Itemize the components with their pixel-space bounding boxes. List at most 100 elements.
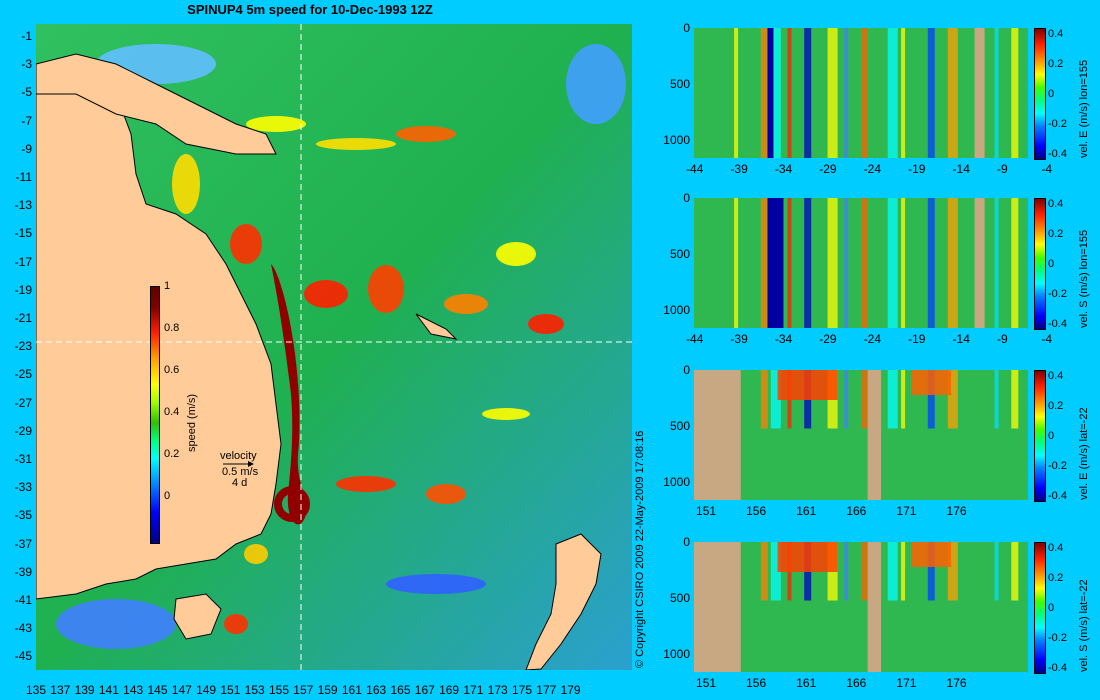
map-lat-tick: -37 [14,536,32,551]
map-cb-tick: 0 [164,490,171,502]
copyright-text: © Copyright CSIRO 2009 22-May-2009 17:08… [634,430,646,668]
panel-s-lon155[interactable] [694,198,1028,328]
panel-e-lat-22[interactable] [694,370,1028,500]
panel-colorbar-tick: 0 [1048,602,1055,614]
panel-depth-tick: 1000 [663,475,690,489]
map-lon-tick: 165 [390,683,411,697]
map-lon-tick: 151 [220,683,241,697]
panel-x-tick: -4 [1041,162,1053,176]
panel-depth-tick: 0 [683,191,690,205]
map-colorbar-label: speed (m/s) [186,393,198,452]
map-lon-tick: 155 [268,683,290,697]
map-lon-tick: 177 [536,683,557,697]
velocity-legend-speed: 0.5 m/s [222,466,259,478]
map-lon-tick: 167 [414,683,435,697]
panel-depth-tick: 0 [683,21,690,35]
panel-x-tick: 161 [796,676,817,690]
panel-s-lat-22-svg [694,542,1028,672]
panel-x-tick: -39 [730,332,748,346]
panel-s-lon155-svg [694,198,1028,328]
map-lat-tick: -45 [14,649,32,664]
panel-colorbar-tick: -0.4 [1048,148,1067,160]
map-lat-tick: -41 [14,593,32,607]
map-lon-tick: 149 [196,683,217,697]
map-lat-tick: -43 [14,621,32,636]
map-lat-tick: -29 [14,423,32,438]
panel-depth-tick: 1000 [663,303,690,317]
panel-x-tick: -19 [908,332,926,346]
panel-x-tick: 176 [946,504,967,518]
speed-map[interactable] [36,24,632,670]
panel-colorbar [1034,370,1046,502]
panel-colorbar-tick: -0.2 [1048,632,1067,644]
velocity-legend-duration: 4 d [232,477,248,489]
panel-e-lon155-svg [694,28,1028,158]
map-lat-tick: -27 [14,395,32,410]
panel-colorbar-label: vel. E (m/s) lon=155 [1078,59,1090,158]
panel-x-tick: -9 [996,162,1008,176]
panel-colorbar-tick: -0.4 [1048,662,1067,674]
map-lat-tick: -35 [14,508,32,523]
panel-colorbar-tick: 0.2 [1048,58,1064,70]
panel-depth-tick: 500 [669,77,690,91]
velocity-legend-title: velocity [220,450,257,462]
panel-colorbar-tick: 0.2 [1048,400,1064,412]
map-cb-tick: 1 [164,280,171,292]
eac-eddy [274,486,310,522]
panel-colorbar-label: vel. E (m/s) lat=-22 [1078,407,1090,500]
map-lon-tick: 157 [293,683,314,697]
panel-depth-tick: 1000 [663,133,690,147]
panel-x-tick: 166 [846,504,867,518]
eddy-field [56,44,626,649]
panel-x-tick: -44 [686,162,704,176]
tasmania-landmass [173,593,222,640]
map-lat-tick: -3 [21,57,32,72]
panel-depth-tick: 1000 [663,647,690,661]
map-lon-tick: 175 [511,683,533,697]
panel-colorbar-tick: 0.4 [1048,370,1064,382]
panel-x-tick: -9 [996,332,1008,346]
panel-colorbar-tick: 0.2 [1048,228,1064,240]
map-lat-tick: -15 [14,226,32,241]
panel-x-tick: -29 [819,162,837,176]
map-lon-tick: 147 [171,683,192,697]
panel-x-tick: -39 [730,162,748,176]
map-lat-tick: -11 [15,170,32,184]
map-lat-tick: -5 [21,85,32,100]
velocity-legend-arrowhead [248,461,254,467]
panel-colorbar-tick: 0.4 [1048,198,1064,210]
map-lon-tick: 161 [341,683,362,697]
map-lon-tick: 159 [317,683,338,697]
map-lat-tick: -17 [14,254,32,269]
map-lon-tick: 145 [147,683,168,697]
speed-map-svg [36,24,632,670]
map-lat-tick: -7 [21,113,32,128]
map-lon-tick: 153 [244,683,265,697]
panel-colorbar-tick: 0 [1048,430,1055,442]
panel-e-lon155[interactable] [694,28,1028,158]
panel-colorbar-tick: -0.2 [1048,288,1067,300]
panel-x-tick: -14 [952,162,970,176]
map-lon-tick: 143 [123,683,144,697]
map-lat-tick: -1 [21,29,32,43]
map-colorbar-ticks: 1 0.8 0.6 0.4 0.2 0 [164,280,184,550]
panel-colorbar [1034,542,1046,674]
panel-s-lat-22[interactable] [694,542,1028,672]
map-lon-tick: 135 [25,683,47,697]
map-lat-tick: -31 [14,452,32,466]
map-lon-tick: 163 [366,683,387,697]
panel-x-tick: 156 [746,504,767,518]
panel-x-tick: -4 [1041,332,1053,346]
new-guinea-landmass [36,53,277,155]
map-lon-tick: 171 [463,683,484,697]
map-lat-tick: -25 [14,367,32,382]
map-lat-tick: -21 [14,311,32,325]
map-cb-tick: 0.2 [164,448,180,460]
map-lat-tick: -13 [14,198,32,213]
panel-colorbar-tick: 0.2 [1048,572,1064,584]
panel-x-tick: -14 [952,332,970,346]
panel-x-tick: -24 [863,332,882,346]
map-cb-tick: 0.4 [164,406,180,418]
panel-x-tick: -24 [863,162,882,176]
panel-colorbar-tick: 0 [1048,88,1055,100]
